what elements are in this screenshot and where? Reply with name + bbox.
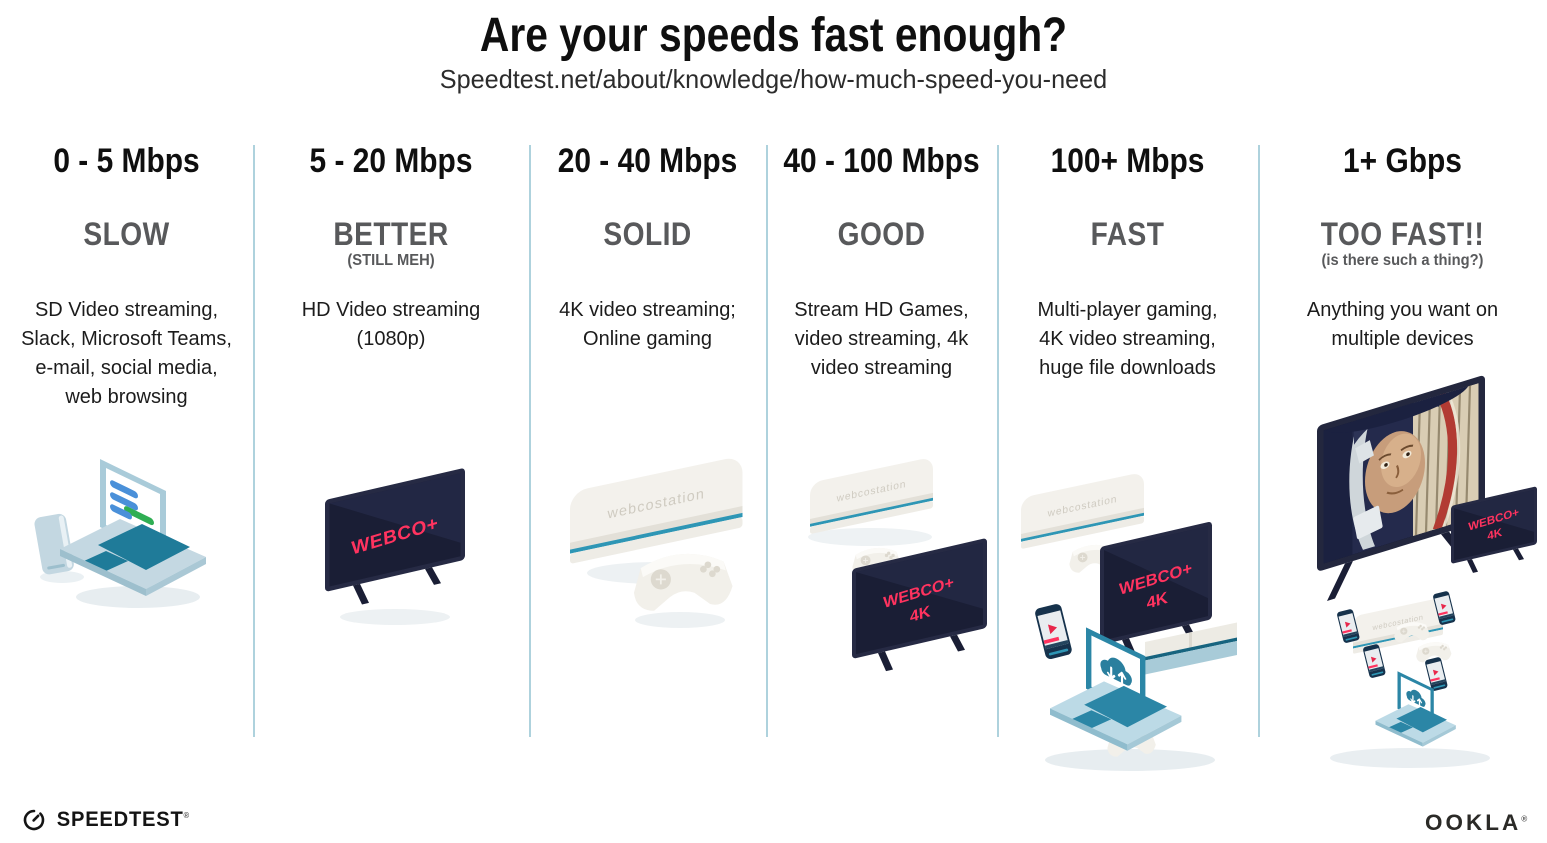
speedtest-logo: SPEEDTEST® bbox=[22, 808, 193, 832]
laptop-and-phone-illustration bbox=[33, 459, 206, 608]
speed-range: 40 - 100 Mbps bbox=[783, 142, 980, 180]
speed-column-40-100: 40 - 100 Mbps GOOD Stream HD Games, vide… bbox=[766, 142, 997, 792]
column-divider bbox=[766, 145, 768, 737]
movie-still bbox=[1323, 383, 1479, 564]
tier-label: TOO FAST!! bbox=[1320, 216, 1485, 252]
tier-description: 4K video streaming; Online gaming bbox=[559, 299, 736, 350]
tier-label: GOOD bbox=[837, 216, 926, 252]
tv-icon: WEBCO+ bbox=[325, 468, 465, 605]
column-divider bbox=[997, 145, 999, 737]
console-tv-illustration: WEBCO+ 4K bbox=[808, 456, 987, 672]
page-title: Are your speeds fast enough? bbox=[479, 9, 1068, 62]
tv-4k-label: 4K bbox=[1146, 588, 1168, 613]
ookla-wordmark: OOKLA® bbox=[1424, 810, 1531, 835]
tv-4k-icon: WEBCO+ 4K bbox=[1100, 521, 1212, 659]
tier-description: SD Video streaming, Slack, Microsoft Tea… bbox=[21, 299, 232, 408]
speed-column-100plus: 100+ Mbps FAST Multi-player gaming, 4K v… bbox=[997, 142, 1258, 792]
speed-range: 100+ Mbps bbox=[1050, 142, 1205, 180]
tier-description: Multi-player gaming, 4K video streaming,… bbox=[1037, 299, 1218, 379]
speed-range: 5 - 20 Mbps bbox=[309, 142, 473, 180]
trademark-symbol: ® bbox=[1520, 814, 1531, 824]
tier-description: HD Video streaming (1080p) bbox=[301, 299, 481, 350]
speed-range: 1+ Gbps bbox=[1343, 142, 1462, 180]
tier-label: SOLID bbox=[603, 216, 692, 252]
tier-note: (STILL MEH) bbox=[347, 252, 435, 269]
tv-4k-icon: WEBCO+ 4K bbox=[1451, 486, 1537, 573]
column-divider bbox=[253, 145, 255, 737]
multi-device-illustration: WEBCO+ 4K bbox=[1021, 471, 1237, 771]
tier-note: (is there such a thing?) bbox=[1321, 252, 1484, 269]
tv-4k-icon: WEBCO+ 4K bbox=[852, 538, 987, 672]
speedtest-gauge-icon bbox=[23, 809, 45, 831]
speed-range: 20 - 40 Mbps bbox=[557, 142, 738, 180]
ookla-logo: OOKLA® bbox=[1424, 810, 1531, 836]
speedtest-wordmark: SPEEDTEST® bbox=[56, 808, 190, 831]
speed-column-20-40: 20 - 40 Mbps SOLID 4K video streaming; O… bbox=[529, 142, 766, 792]
tier-label: SLOW bbox=[83, 216, 170, 252]
speed-range: 0 - 5 Mbps bbox=[53, 142, 200, 180]
tv-movie-icon bbox=[1317, 375, 1485, 601]
trademark-symbol: ® bbox=[183, 811, 190, 820]
speed-column-5-20: 5 - 20 Mbps BETTER (STILL MEH) HD Video … bbox=[253, 142, 529, 792]
console-controller-illustration bbox=[570, 455, 743, 628]
column-divider bbox=[1258, 145, 1260, 737]
column-divider bbox=[529, 145, 531, 737]
tier-label: FAST bbox=[1090, 216, 1165, 252]
tv-4k-label: 4K bbox=[909, 602, 931, 626]
tier-label: BETTER bbox=[333, 216, 449, 252]
tv-4k-label: 4K bbox=[1487, 526, 1503, 543]
everything-illustration: WEBCO+ 4K bbox=[1317, 375, 1537, 768]
tier-description: Stream HD Games, video streaming, 4k vid… bbox=[794, 299, 969, 379]
speed-column-1gbps: 1+ Gbps TOO FAST!! (is there such a thin… bbox=[1258, 142, 1547, 792]
speed-column-0-5: 0 - 5 Mbps SLOW SD Video streaming, Slac… bbox=[0, 142, 253, 792]
tier-description: Anything you want on multiple devices bbox=[1306, 299, 1499, 350]
tv-illustration: WEBCO+ bbox=[325, 468, 465, 625]
source-url: Speedtest.net/about/knowledge/how-much-s… bbox=[439, 64, 1108, 94]
